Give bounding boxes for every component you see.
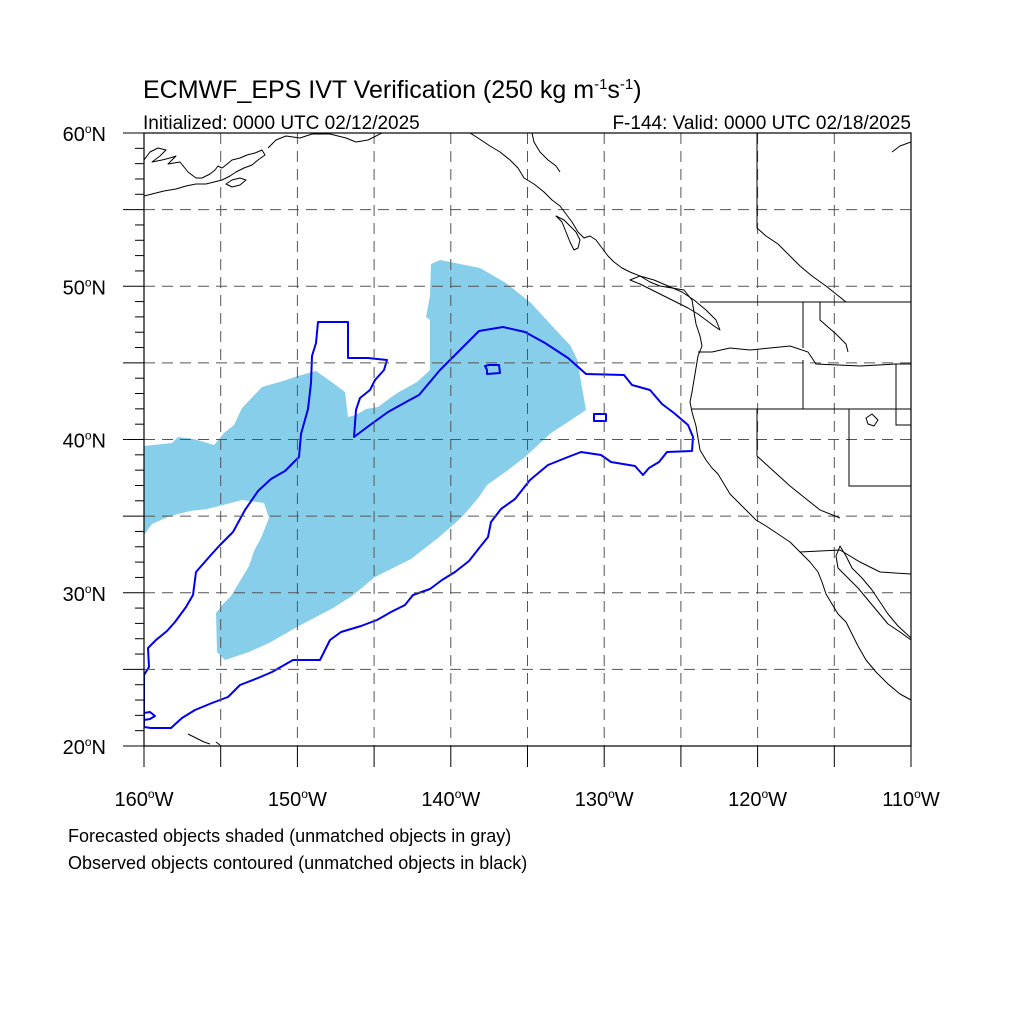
lat-label: 50oN (63, 275, 106, 299)
lon-label: 120oW (728, 787, 787, 811)
montana-wyoming-border (895, 364, 911, 426)
observed-object-small-contour-2 (593, 413, 607, 422)
axis-ticks (123, 132, 912, 767)
observed-object-contour (144, 321, 694, 729)
lat-label: 20oN (63, 735, 106, 759)
nevada-california-border (756, 409, 841, 519)
map-gridlines (144, 133, 911, 746)
lat-label: 60oN (63, 122, 106, 146)
washington-oregon-border (698, 345, 911, 367)
lat-axis-labels: 60oN 50oN 40oN 30oN 20oN (63, 122, 106, 759)
observed-object-small-contour-1 (484, 364, 501, 375)
hudson-bay-edge-coastline (891, 141, 911, 153)
lon-label: 130oW (575, 787, 634, 811)
great-salt-lake (865, 413, 879, 427)
lon-label: 150oW (268, 787, 327, 811)
lon-label: 110oW (882, 787, 940, 811)
lon-label: 140oW (421, 787, 480, 811)
vancouver-island-coastline (629, 275, 721, 331)
us-mexico-border (799, 549, 911, 575)
forecast-legend-note: Forecasted objects shaded (unmatched obj… (68, 826, 511, 846)
lat-label: 40oN (63, 429, 106, 453)
alaska-peninsula-coastline (144, 147, 266, 197)
kodiak-coastline (225, 177, 247, 188)
baja-gulf-coastline (835, 545, 911, 641)
map-plot-area (144, 133, 911, 746)
hawaii-islands (187, 733, 221, 746)
observed-legend-note: Observed objects contoured (unmatched ob… (68, 853, 527, 873)
alaska-canada-border (531, 133, 847, 303)
valid-time-label: F-144: Valid: 0000 UTC 02/18/2025 (612, 113, 911, 134)
gulf-of-alaska-coastline (267, 133, 911, 701)
haida-gwaii-coastline (555, 215, 581, 251)
forecast-object-shaded (144, 260, 586, 660)
lat-label: 30oN (63, 582, 106, 606)
map-title: ECMWF_EPS IVT Verification (250 kg m-1s-… (143, 76, 642, 104)
nevada-utah-border (848, 409, 911, 487)
init-time-label: Initialized: 0000 UTC 02/12/2025 (143, 113, 420, 134)
observed-object-small-contour-3 (144, 711, 156, 721)
lon-label: 160oW (115, 787, 174, 811)
idaho-border (802, 302, 849, 409)
lon-axis-labels: 160oW 150oW 140oW 130oW 120oW 110oW (115, 787, 940, 811)
